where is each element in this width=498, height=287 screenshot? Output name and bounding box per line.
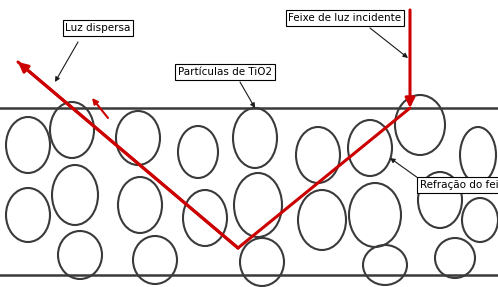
Text: Partículas de TiO2: Partículas de TiO2: [178, 67, 272, 77]
Text: Feixe de luz incidente: Feixe de luz incidente: [288, 13, 401, 23]
Text: Luz dispersa: Luz dispersa: [65, 23, 130, 33]
Text: Refração do feixe de luz: Refração do feixe de luz: [420, 180, 498, 190]
